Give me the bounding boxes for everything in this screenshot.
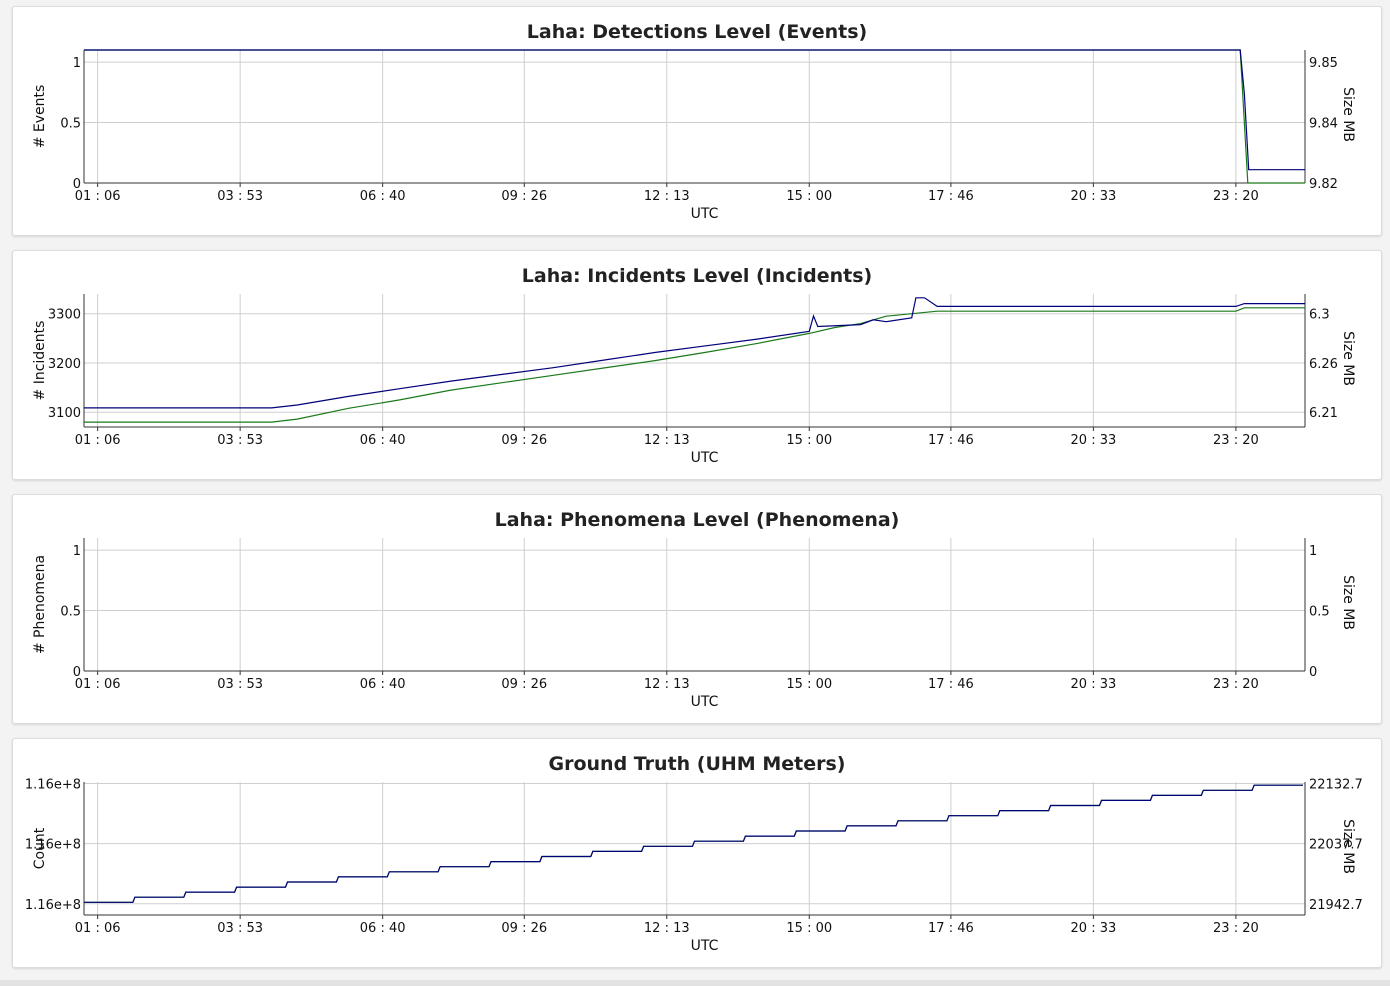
x-tick-label: 12 : 13 [644, 677, 690, 692]
y-axis-label: Count [32, 827, 48, 869]
chart-svg: Ground Truth (UHM Meters) 01 : 06 03 : 53 0… [25, 753, 1363, 954]
x-tick-label: 20 : 33 [1071, 433, 1117, 448]
x-axis-label: UTC [691, 938, 719, 954]
x-tick-label: 17 : 46 [928, 677, 974, 692]
y2-tick-label: 1 [1309, 544, 1317, 559]
x-tick-label: 23 : 20 [1213, 189, 1259, 204]
chart-title: Laha: Phenomena Level (Phenomena) [495, 509, 900, 531]
x-tick-label: 06 : 40 [360, 433, 406, 448]
y-axis-label: # Events [32, 85, 48, 149]
x-tick-label: 23 : 20 [1213, 433, 1259, 448]
x-tick-label: 12 : 13 [644, 189, 690, 204]
y-tick-label: 1 [73, 56, 81, 71]
y-tick-label: 1.16e+8 [25, 898, 81, 913]
y-tick-label: 3300 [48, 308, 81, 323]
y-tick-label: 0 [73, 665, 81, 680]
chart-svg: Laha: Detections Level (Events) 01 : 06 03… [32, 21, 1356, 222]
x-axis-label: UTC [691, 450, 719, 466]
x-tick-label: 09 : 26 [501, 677, 547, 692]
x-tick-label: 09 : 26 [501, 921, 547, 936]
y-tick-label: 0.5 [60, 117, 81, 132]
x-axis-label: UTC [691, 206, 719, 222]
x-tick-label: 17 : 46 [928, 189, 974, 204]
y2-axis-label: Size MB [1340, 819, 1356, 874]
chart-svg: Laha: Incidents Level (Incidents) 01 : 06… [32, 265, 1356, 466]
y2-tick-label: 0 [1309, 665, 1317, 680]
x-tick-label: 03 : 53 [217, 921, 263, 936]
x-tick-label: 03 : 53 [217, 433, 263, 448]
x-tick-label: 01 : 06 [75, 677, 121, 692]
y-axis-label: # Phenomena [32, 555, 48, 654]
x-tick-label: 15 : 00 [786, 433, 832, 448]
x-tick-label: 15 : 00 [786, 677, 832, 692]
y2-tick-label: 9.84 [1309, 117, 1338, 132]
chart-title: Ground Truth (UHM Meters) [549, 753, 846, 775]
y2-tick-label: 6.3 [1309, 308, 1330, 323]
y2-tick-label: 0.5 [1309, 605, 1330, 620]
x-tick-label: 01 : 06 [75, 921, 121, 936]
y2-tick-label: 6.21 [1309, 406, 1338, 421]
x-tick-label: 15 : 00 [786, 189, 832, 204]
series-line [84, 307, 1305, 423]
series-line [84, 49, 1305, 184]
y-tick-label: 0.5 [60, 605, 81, 620]
y-tick-label: 1.16e+8 [25, 777, 81, 792]
x-tick-label: 17 : 46 [928, 433, 974, 448]
y2-tick-label: 21942.7 [1309, 898, 1363, 913]
x-tick-label: 12 : 13 [644, 433, 690, 448]
x-tick-label: 01 : 06 [75, 189, 121, 204]
x-tick-label: 17 : 46 [928, 921, 974, 936]
y2-axis-label: Size MB [1340, 87, 1356, 142]
y-tick-label: 3200 [48, 357, 81, 372]
series-line [84, 297, 1305, 409]
detections-chart-panel: Laha: Detections Level (Events) 01 : 06 03… [12, 6, 1382, 236]
chart-svg: Laha: Phenomena Level (Phenomena) 01 : 06… [32, 509, 1356, 710]
x-tick-label: 09 : 26 [501, 189, 547, 204]
x-tick-label: 06 : 40 [360, 189, 406, 204]
series-line [84, 784, 1303, 903]
y-tick-label: 3100 [48, 406, 81, 421]
y2-tick-label: 9.82 [1309, 177, 1338, 192]
x-tick-label: 23 : 20 [1213, 921, 1259, 936]
x-tick-label: 15 : 00 [786, 921, 832, 936]
x-axis-label: UTC [691, 694, 719, 710]
y-axis-label: # Incidents [32, 321, 48, 401]
chart-title: Laha: Incidents Level (Incidents) [522, 265, 872, 287]
x-tick-label: 03 : 53 [217, 677, 263, 692]
y2-tick-label: 22037.7 [1309, 838, 1363, 853]
x-tick-label: 09 : 26 [501, 433, 547, 448]
y2-axis-label: Size MB [1340, 575, 1356, 630]
y2-axis-label: Size MB [1340, 331, 1356, 386]
ground-truth-chart-panel: Ground Truth (UHM Meters) 01 : 06 03 : 53 0… [12, 738, 1382, 968]
incidents-chart-panel: Laha: Incidents Level (Incidents) 01 : 06… [12, 250, 1382, 480]
y-tick-label: 1.16e+8 [25, 838, 81, 853]
chart-title: Laha: Detections Level (Events) [527, 21, 867, 43]
y-tick-label: 0 [73, 177, 81, 192]
x-tick-label: 20 : 33 [1071, 189, 1117, 204]
y2-tick-label: 6.26 [1309, 357, 1338, 372]
x-tick-label: 06 : 40 [360, 921, 406, 936]
page-bottom-border [0, 980, 1390, 986]
y2-tick-label: 22132.7 [1309, 777, 1363, 792]
series-line [84, 49, 1305, 171]
x-tick-label: 01 : 06 [75, 433, 121, 448]
x-tick-label: 03 : 53 [217, 189, 263, 204]
x-tick-label: 06 : 40 [360, 677, 406, 692]
x-tick-label: 20 : 33 [1071, 921, 1117, 936]
phenomena-chart-panel: Laha: Phenomena Level (Phenomena) 01 : 06… [12, 494, 1382, 724]
x-tick-label: 12 : 13 [644, 921, 690, 936]
x-tick-label: 23 : 20 [1213, 677, 1259, 692]
y2-tick-label: 9.85 [1309, 56, 1338, 71]
y-tick-label: 1 [73, 544, 81, 559]
x-tick-label: 20 : 33 [1071, 677, 1117, 692]
